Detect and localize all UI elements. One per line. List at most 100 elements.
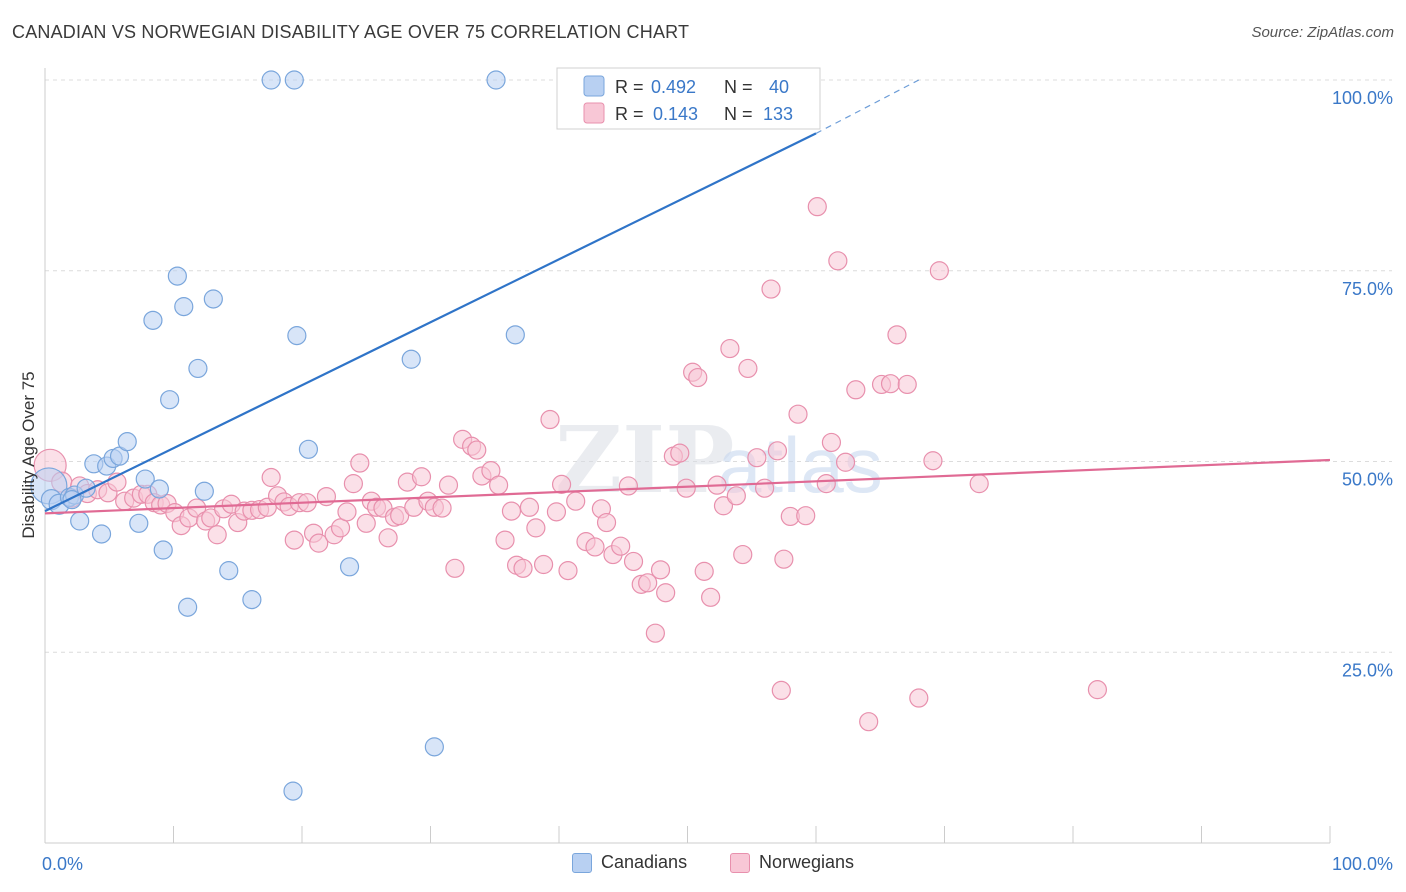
x-tick-label: 100.0%: [1332, 854, 1393, 874]
norwegian-point: [796, 506, 816, 526]
canadian-point: [283, 781, 303, 801]
norwegian-point: [551, 474, 572, 494]
norwegian-point: [623, 551, 644, 572]
norwegian-point: [540, 409, 560, 430]
norwegian-point: [207, 525, 227, 545]
y-tick-label: 50.0%: [1342, 470, 1393, 490]
y-tick-label: 25.0%: [1342, 660, 1393, 680]
norwegian-point: [526, 518, 546, 538]
norwegian-point: [445, 558, 465, 578]
legend-top: R = 0.492 N = 40 R = 0.143 N = 133: [556, 67, 821, 130]
norwegian-point: [701, 587, 721, 607]
norwegian-point: [337, 502, 357, 522]
norwegian-point: [566, 491, 586, 511]
norwegian-point: [638, 573, 658, 593]
source-credit: Source: ZipAtlas.com: [1251, 24, 1394, 41]
norwegian-point: [501, 501, 522, 521]
canadian-point: [62, 490, 82, 510]
legend-item-canadians: Canadians: [572, 852, 687, 873]
legend-n-label-1: N =: [724, 77, 753, 97]
canadian-point: [203, 289, 223, 309]
legend-n-label-2: N =: [724, 104, 753, 124]
watermark-zip: ZIP: [555, 406, 734, 514]
canadian-point: [194, 481, 214, 501]
canadian-point: [261, 70, 281, 90]
norwegian-point: [880, 374, 901, 394]
legend-r-value-2: 0.143: [653, 104, 698, 124]
norwegian-point: [923, 451, 943, 471]
norwegian-point: [733, 544, 753, 565]
norwegian-point: [519, 497, 540, 517]
norwegian-point: [670, 443, 690, 463]
x-tick-label: 0.0%: [42, 854, 83, 874]
norwegian-point: [807, 197, 827, 217]
canadian-point: [505, 325, 525, 345]
norwegian-point: [350, 453, 370, 473]
y-tick-label: 75.0%: [1342, 279, 1393, 299]
norwegian-point: [585, 537, 605, 557]
norwegian-point: [774, 549, 794, 569]
canadian-point: [219, 561, 239, 581]
norwegian-point: [897, 374, 917, 395]
norwegians-trend-line: [44, 458, 1331, 515]
legend-bottom: Canadians Norwegians: [0, 852, 1406, 878]
norwegian-point: [816, 474, 836, 494]
norwegian-point: [495, 530, 515, 550]
legend-r-label-2: R =: [615, 104, 644, 124]
canadian-point: [135, 469, 155, 489]
legend-swatch-canadians: [583, 75, 605, 97]
canadian-point: [174, 297, 194, 317]
norwegian-point: [754, 478, 775, 498]
canadian-point: [117, 432, 137, 452]
canadian-point: [188, 358, 208, 379]
legend-n-value-1: 40: [769, 77, 789, 97]
norwegian-point: [688, 367, 708, 388]
norwegian-point: [546, 502, 567, 522]
canadian-point: [167, 266, 187, 286]
canadian-point: [160, 390, 180, 410]
norwegian-point: [645, 623, 665, 643]
canadian-point: [287, 326, 307, 346]
norwegian-point: [432, 498, 452, 518]
norwegian-point: [656, 583, 676, 603]
norwegian-point: [489, 475, 509, 495]
canadian-point: [486, 70, 506, 90]
norwegian-point: [828, 251, 848, 271]
norwegian-point: [650, 560, 671, 580]
norwegian-point: [767, 441, 788, 461]
canadian-point: [284, 70, 304, 90]
norwegian-point: [713, 496, 734, 516]
canadians-trend-line: [44, 132, 817, 513]
canadian-point: [149, 479, 169, 499]
norwegian-point: [343, 474, 363, 494]
norwegian-point: [356, 513, 376, 533]
legend-label-canadians: Canadians: [601, 852, 688, 872]
norwegian-point: [694, 561, 714, 581]
norwegian-point: [558, 561, 578, 581]
norwegian-point: [467, 440, 487, 460]
norwegian-point: [969, 474, 989, 494]
norwegian-point: [261, 467, 281, 488]
canadian-point: [143, 310, 163, 330]
norwegian-point: [771, 680, 791, 701]
norwegian-point: [611, 536, 631, 556]
norwegian-point: [720, 338, 740, 359]
axis-labels: Disability Age Over 75 25.0% 50.0% 75.0% 10…: [19, 88, 1393, 874]
norwegian-point: [929, 261, 949, 281]
norwegian-point: [284, 530, 304, 550]
norwegian-point: [821, 432, 842, 453]
trend-lines: [44, 79, 1331, 515]
norwegian-point: [909, 688, 929, 708]
norwegian-point: [618, 476, 638, 496]
legend-label-norwegians: Norwegians: [759, 852, 855, 872]
canadian-point: [401, 349, 421, 369]
legend-item-norwegians: Norwegians: [730, 852, 854, 873]
norwegian-point: [835, 452, 856, 472]
legend-n-value-2: 133: [763, 104, 793, 124]
norwegian-point: [533, 554, 554, 575]
legend-swatch-norwegians: [583, 102, 605, 124]
norwegian-point: [846, 380, 866, 400]
norwegian-point: [378, 528, 398, 548]
legend-r-label-1: R =: [615, 77, 644, 97]
